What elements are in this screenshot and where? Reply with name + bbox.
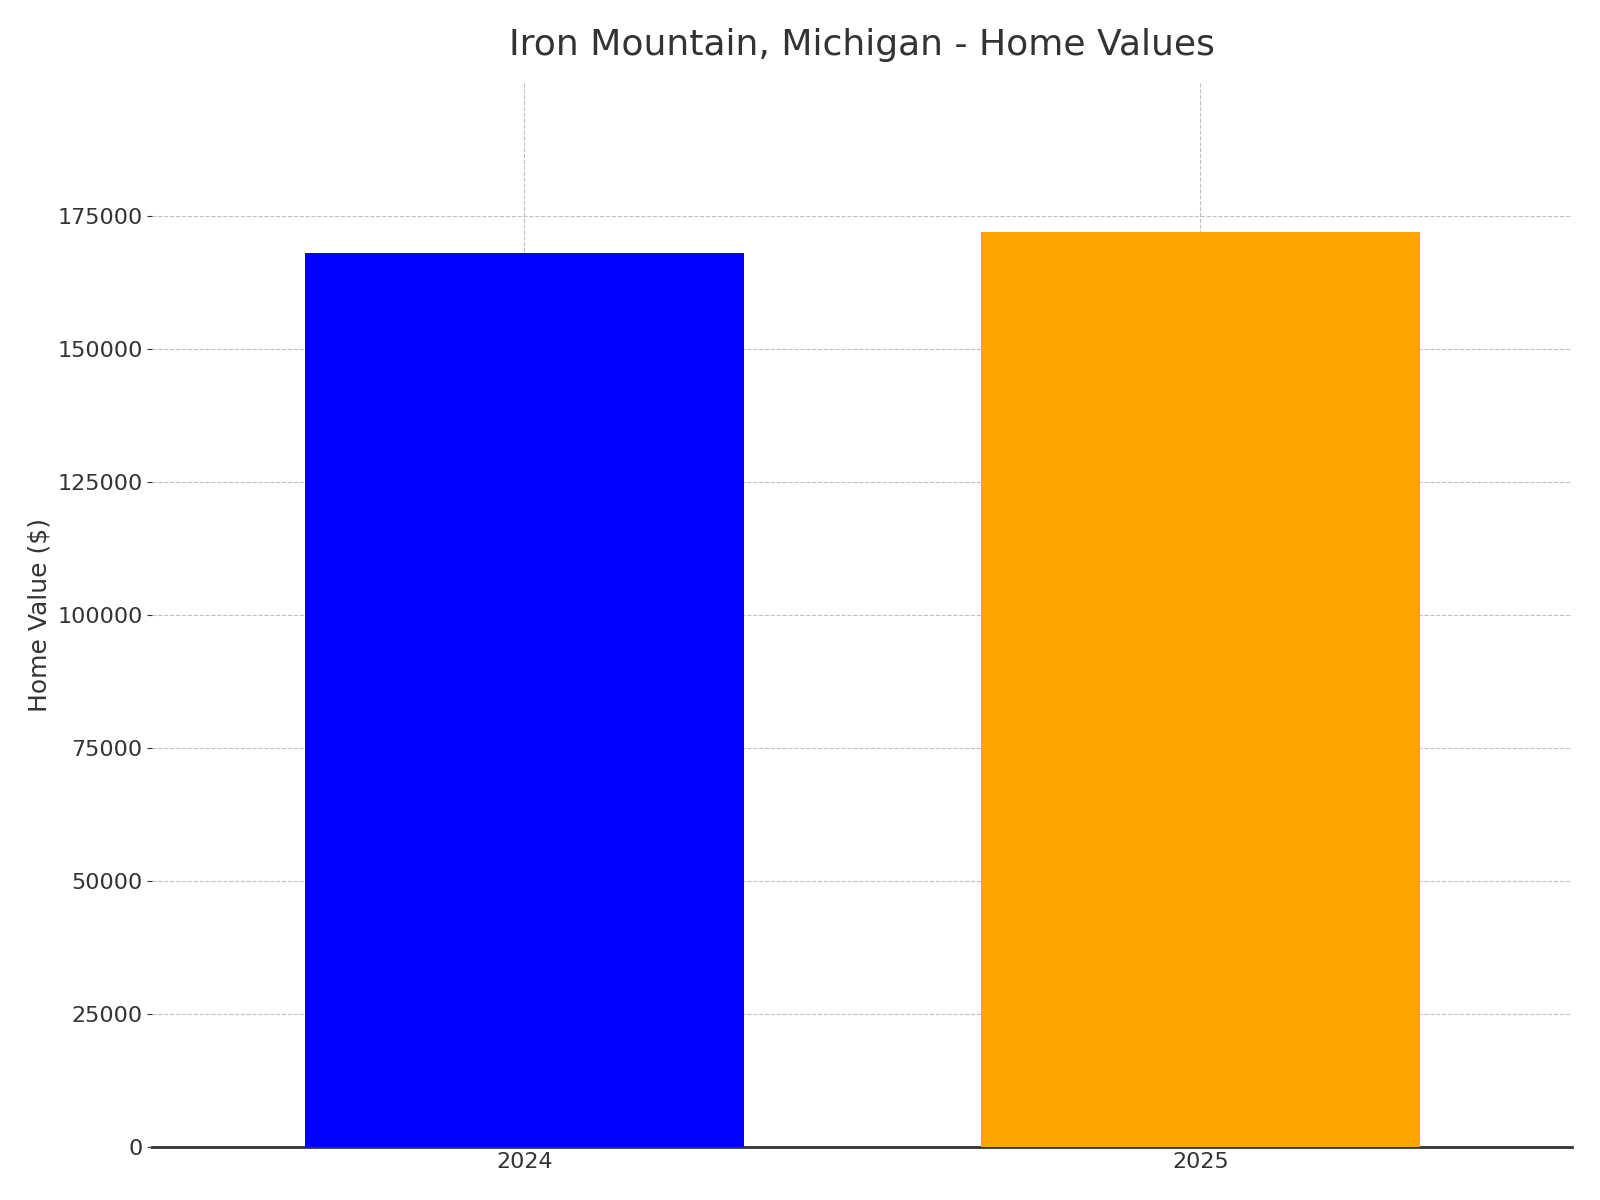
Bar (981, 232, 1421, 1147)
Title: Iron Mountain, Michigan - Home Values: Iron Mountain, Michigan - Home Values (509, 28, 1216, 61)
Y-axis label: Home Value ($): Home Value ($) (27, 518, 51, 712)
Bar (304, 253, 744, 1147)
